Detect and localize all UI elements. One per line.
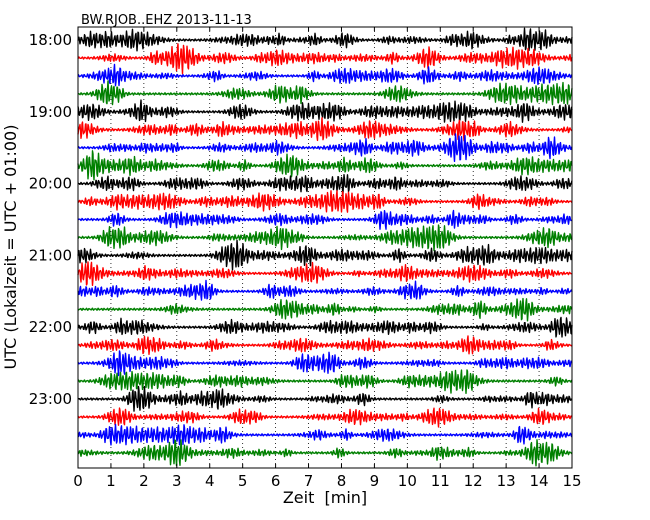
trace-line: [77, 385, 573, 412]
x-axis-label: Zeit [min]: [283, 488, 367, 507]
axis-ticks: [77, 27, 573, 468]
x-tick-label: 2: [139, 472, 149, 490]
plot-area-frame: [77, 26, 573, 469]
trace-line: [77, 279, 573, 301]
y-tick-labels: 18:00 19:00 20:00 21:00 22:00 23:00: [29, 31, 72, 408]
trace-line: [77, 239, 573, 271]
trace-line: [77, 297, 573, 322]
trace-line: [77, 133, 573, 163]
trace-line: [77, 99, 573, 123]
x-tick-label: 5: [238, 472, 248, 490]
trace-line: [77, 27, 573, 52]
x-tick-label: 0: [73, 472, 83, 490]
trace-line: [77, 190, 573, 213]
x-tick-label: 6: [271, 472, 281, 490]
trace-line: [77, 350, 573, 377]
y-tick-label: 21:00: [29, 246, 72, 264]
x-tick-label: 12: [464, 472, 483, 490]
x-tick-label: 8: [337, 472, 347, 490]
y-tick-label: 20:00: [29, 175, 72, 193]
x-tick-label: 14: [530, 472, 549, 490]
x-tick-label: 4: [205, 472, 215, 490]
trace-line: [77, 43, 573, 75]
trace-line: [77, 80, 573, 106]
trace-line: [77, 174, 573, 195]
trace-line: [77, 335, 573, 356]
x-tick-label: 3: [172, 472, 182, 490]
x-tick-label: 11: [431, 472, 450, 490]
trace-line: [77, 150, 573, 181]
trace-line: [77, 407, 573, 428]
trace-group: [77, 27, 573, 467]
trace-line: [77, 316, 573, 338]
trace-line: [77, 261, 573, 287]
x-tick-label: 10: [398, 472, 417, 490]
x-tick-label: 7: [304, 472, 314, 490]
trace-line: [77, 209, 573, 230]
trace-line: [77, 63, 573, 87]
y-axis-label: UTC (Lokalzeit = UTC + 01:00): [1, 125, 20, 370]
x-tick-label: 15: [562, 472, 581, 490]
trace-line: [77, 224, 573, 252]
y-tick-label: 23:00: [29, 390, 72, 408]
y-tick-label: 18:00: [29, 31, 72, 49]
y-tick-label: 19:00: [29, 103, 72, 121]
trace-line: [77, 439, 573, 467]
x-tick-label: 1: [106, 472, 116, 490]
trace-line: [77, 369, 573, 394]
trace-line: [77, 117, 573, 142]
x-tick-labels: 0 1 2 3 4 5 6 7 8 9 10 11 12 13 14 15: [73, 472, 581, 490]
x-tick-label: 9: [370, 472, 380, 490]
chart-title: BW.RJOB..EHZ 2013-11-13: [81, 13, 252, 28]
y-tick-label: 22:00: [29, 318, 72, 336]
trace-line: [77, 423, 573, 446]
x-tick-label: 13: [497, 472, 516, 490]
